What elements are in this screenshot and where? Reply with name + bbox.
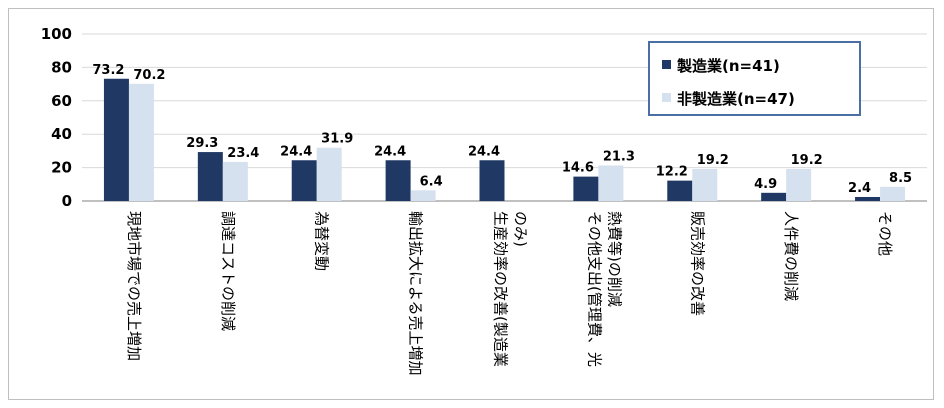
bar-non-manufacturing bbox=[598, 165, 624, 201]
data-label: 12.2 bbox=[656, 165, 688, 180]
bar-manufacturing bbox=[479, 160, 505, 201]
data-label: 29.3 bbox=[186, 136, 218, 151]
data-label: 19.2 bbox=[697, 153, 729, 168]
x-category-label: 現地市場での売上増加 bbox=[125, 211, 143, 361]
data-label: 6.4 bbox=[420, 174, 443, 189]
chart-frame: 0 20 40 60 80 100 73.2 29.3 24.4 24.4 24.4 14.6 12.… bbox=[8, 8, 934, 400]
x-category-label-line: 熱費等)の削減 bbox=[605, 211, 623, 307]
data-label: 19.2 bbox=[791, 153, 823, 168]
legend: 製造業(n=41) 非製造業(n=47) bbox=[648, 41, 861, 116]
x-category-label: 生産効率の改善(製造業 のみ) bbox=[492, 211, 530, 367]
bar-non-manufacturing bbox=[410, 190, 436, 201]
bar-non-manufacturing bbox=[128, 83, 154, 201]
bar-manufacturing bbox=[573, 176, 599, 201]
bar-non-manufacturing bbox=[880, 186, 906, 201]
y-tick-label: 60 bbox=[51, 92, 72, 110]
bar-non-manufacturing bbox=[786, 168, 812, 201]
y-tick-label: 100 bbox=[41, 25, 72, 43]
data-label: 70.2 bbox=[133, 68, 165, 83]
x-category-label-line: その他支出(管理費、光 bbox=[585, 211, 603, 367]
data-label: 24.4 bbox=[374, 144, 406, 159]
data-label: 73.2 bbox=[92, 63, 124, 78]
bar-chart: 0 20 40 60 80 100 73.2 29.3 24.4 24.4 24.4 14.6 12.… bbox=[41, 25, 927, 376]
bar-manufacturing bbox=[385, 160, 411, 201]
data-labels: 73.2 29.3 24.4 24.4 24.4 14.6 12.2 4.9 2.4 70.2 23… bbox=[92, 63, 912, 196]
x-category-label: 販売効率の改善 bbox=[688, 211, 706, 316]
bar-manufacturing bbox=[855, 196, 881, 201]
bar-manufacturing bbox=[761, 192, 787, 201]
data-label: 4.9 bbox=[754, 177, 777, 192]
y-tick-label: 0 bbox=[62, 192, 72, 210]
legend-box bbox=[648, 41, 861, 116]
x-category-label: 輸出拡大による売上増加 bbox=[407, 211, 425, 376]
legend-swatch bbox=[662, 60, 671, 69]
x-axis-categories: 現地市場での売上増加 調達コストの削減 為替変動 輸出拡大による売上増加 生産効率の改善… bbox=[125, 211, 894, 376]
bar-manufacturing bbox=[197, 152, 223, 201]
data-label: 21.3 bbox=[603, 149, 635, 164]
x-category-label-line: 為替変動 bbox=[313, 211, 331, 271]
data-label: 2.4 bbox=[848, 181, 871, 196]
bar-manufacturing bbox=[103, 78, 129, 201]
x-category-label-line: その他 bbox=[876, 211, 894, 256]
x-category-label-line: 人件費の削減 bbox=[782, 211, 800, 301]
data-label: 8.5 bbox=[889, 171, 912, 186]
data-label: 23.4 bbox=[227, 146, 259, 161]
legend-swatch bbox=[662, 93, 671, 102]
x-category-label: その他支出(管理費、光 熱費等)の削減 bbox=[585, 211, 623, 367]
bar-non-manufacturing bbox=[222, 161, 248, 201]
x-category-label: 調達コストの削減 bbox=[219, 211, 237, 331]
legend-label: 製造業(n=41) bbox=[676, 57, 780, 75]
x-category-label: その他 bbox=[876, 211, 894, 256]
x-category-label-line: 調達コストの削減 bbox=[219, 211, 237, 331]
x-category-label-line: のみ) bbox=[512, 211, 530, 247]
y-tick-label: 20 bbox=[51, 159, 72, 177]
x-category-label-line: 輸出拡大による売上増加 bbox=[407, 211, 425, 376]
y-tick-label: 40 bbox=[51, 125, 72, 143]
x-category-label-line: 生産効率の改善(製造業 bbox=[492, 211, 510, 367]
y-axis: 0 20 40 60 80 100 bbox=[41, 25, 72, 210]
data-label: 24.4 bbox=[468, 144, 500, 159]
data-label: 14.6 bbox=[562, 161, 594, 176]
bar-non-manufacturing bbox=[692, 168, 718, 201]
data-label: 24.4 bbox=[280, 144, 312, 159]
x-category-label-line: 販売効率の改善 bbox=[688, 211, 706, 316]
y-tick-label: 80 bbox=[51, 58, 72, 76]
x-category-label: 為替変動 bbox=[313, 211, 331, 271]
bar-non-manufacturing bbox=[316, 147, 342, 201]
data-label: 31.9 bbox=[321, 132, 353, 147]
legend-label: 非製造業(n=47) bbox=[677, 90, 795, 108]
bar-manufacturing bbox=[291, 160, 317, 201]
x-category-label-line: 現地市場での売上増加 bbox=[125, 211, 143, 361]
x-category-label: 人件費の削減 bbox=[782, 211, 800, 301]
bar-manufacturing bbox=[667, 180, 693, 201]
bars bbox=[103, 78, 906, 201]
